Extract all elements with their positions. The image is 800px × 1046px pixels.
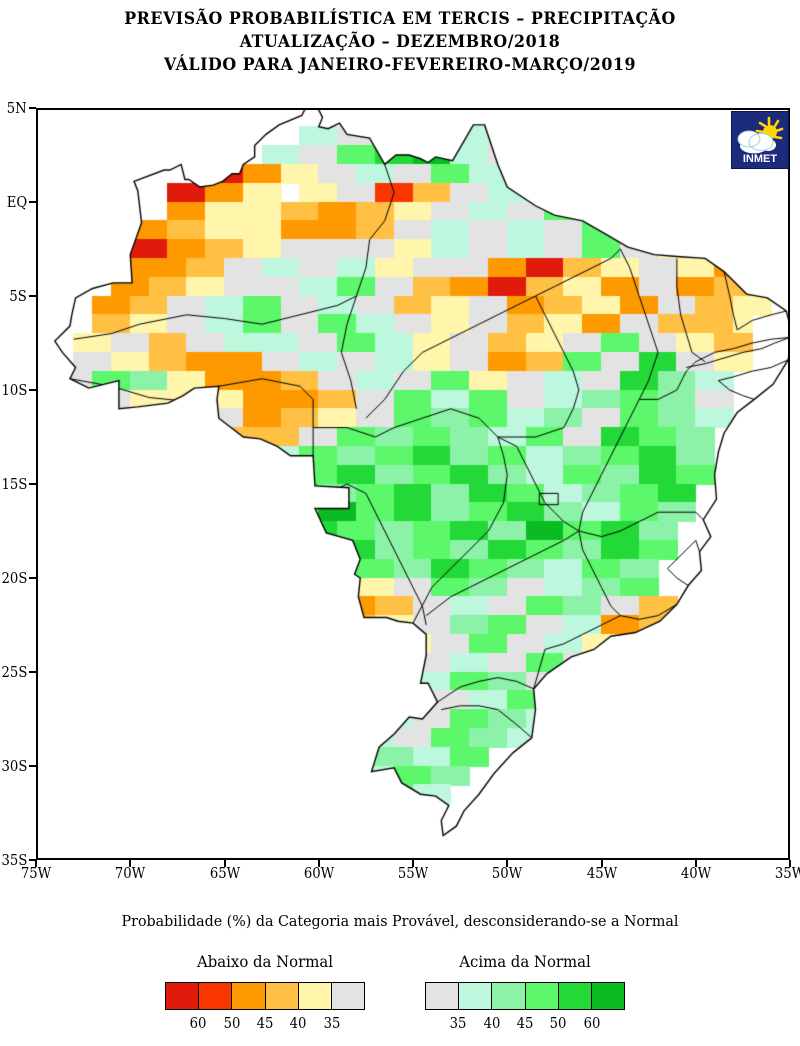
title-line-3: VÁLIDO PARA JANEIRO-FEVEREIRO-MARÇO/2019	[163, 55, 637, 75]
forecast-map[interactable]	[29, 107, 791, 867]
x-tick-label: 60W	[303, 864, 334, 882]
y-tick-mark	[29, 389, 36, 391]
legend-swatch	[298, 983, 332, 1009]
legend-below-normal: Abaixo da Normal 60 50 45 40 35	[165, 952, 365, 1035]
legend-swatch	[199, 983, 233, 1009]
latitude-axis-labels: 5N EQ 5S 10S 15S 20S 25S 30S 35S	[0, 101, 36, 868]
x-tick-label: 55W	[397, 864, 429, 882]
y-tick-mark	[29, 765, 36, 767]
y-tick-mark	[29, 859, 36, 861]
legend-tick-label: 40	[483, 1014, 501, 1032]
x-tick-mark	[223, 860, 226, 867]
legend-above-normal: Acima da Normal 35 40 45 50 60	[425, 952, 625, 1035]
x-tick-mark	[317, 860, 320, 867]
y-tick-label: 15S	[1, 475, 27, 493]
legend-swatch	[232, 983, 266, 1009]
inmet-logo-text: INMET	[743, 153, 778, 165]
x-tick-mark	[506, 860, 509, 867]
x-tick-label: 70W	[115, 864, 146, 882]
title-line-1: PREVISÃO PROBABILÍSTICA EM TERCIS – PREC…	[124, 9, 676, 29]
legend-swatch	[331, 983, 365, 1009]
legend-above-ticks: 35 40 45 50 60	[425, 1013, 625, 1035]
page-title: PREVISÃO PROBABILÍSTICA EM TERCIS – PREC…	[0, 8, 800, 77]
legend-below-ticks: 60 50 45 40 35	[165, 1013, 365, 1035]
x-tick-label: 35W	[774, 864, 800, 882]
legend-tick-label: 35	[449, 1014, 467, 1032]
x-tick-mark	[789, 860, 791, 867]
x-tick-mark	[412, 860, 414, 867]
x-tick-mark	[694, 860, 697, 867]
legend-caption: Probabilidade (%) da Categoria mais Prov…	[121, 912, 679, 930]
legend-tick-label: 60	[583, 1014, 601, 1032]
y-tick-label: 25S	[1, 663, 27, 681]
y-tick-label: 5N	[7, 99, 27, 117]
y-tick-mark	[29, 483, 36, 485]
legend-swatch	[558, 983, 592, 1009]
legend-tick-label: 45	[516, 1014, 534, 1032]
legend-swatch	[591, 983, 625, 1009]
inmet-logo: INMET	[731, 111, 789, 169]
y-tick-label: 35S	[1, 851, 27, 869]
legend-below-title: Abaixo da Normal	[197, 952, 333, 971]
legend-tick-label: 35	[323, 1014, 341, 1032]
longitude-axis-labels: 75W 70W 65W 60W 55W 50W 45W 40W 35W	[21, 864, 800, 888]
legend-swatch	[166, 983, 200, 1009]
y-tick-label: 5S	[9, 287, 27, 305]
x-tick-mark	[35, 860, 37, 867]
inmet-logo-graphic: INMET	[737, 116, 784, 165]
legend-swatch	[459, 983, 493, 1009]
y-tick-mark	[29, 107, 36, 109]
x-tick-mark	[600, 860, 603, 867]
y-tick-label: 20S	[1, 569, 27, 587]
legend-swatch	[265, 983, 299, 1009]
y-tick-mark	[29, 295, 36, 297]
x-tick-mark	[129, 860, 132, 867]
probability-heatmap-canvas[interactable]	[36, 108, 790, 860]
legend-tick-label: 50	[549, 1014, 567, 1032]
y-tick-mark	[29, 201, 36, 203]
legend-swatch	[492, 983, 526, 1009]
y-tick-label: 10S	[1, 381, 27, 399]
y-tick-mark	[29, 671, 36, 673]
x-tick-label: 50W	[492, 864, 523, 882]
legend-above-colorbar	[425, 982, 625, 1010]
legend-swatch	[426, 983, 460, 1009]
x-tick-label: 40W	[680, 864, 711, 882]
legend-above-title: Acima da Normal	[459, 952, 591, 971]
legend-tick-label: 60	[189, 1014, 207, 1032]
legend-tick-label: 50	[223, 1014, 241, 1032]
legend-tick-label: 40	[289, 1014, 307, 1032]
y-tick-mark	[29, 577, 36, 579]
legend-below-colorbar	[165, 982, 365, 1010]
x-tick-label: 65W	[209, 864, 240, 882]
x-tick-label: 75W	[20, 864, 52, 882]
title-line-2: ATUALIZAÇÃO – DEZEMBRO/2018	[239, 32, 561, 52]
legend-tick-label: 45	[256, 1014, 274, 1032]
x-tick-label: 45W	[586, 864, 617, 882]
cloud-icon	[737, 130, 776, 154]
legend-swatch	[525, 983, 559, 1009]
y-tick-label: 30S	[1, 757, 27, 775]
y-tick-label: EQ	[6, 193, 27, 211]
